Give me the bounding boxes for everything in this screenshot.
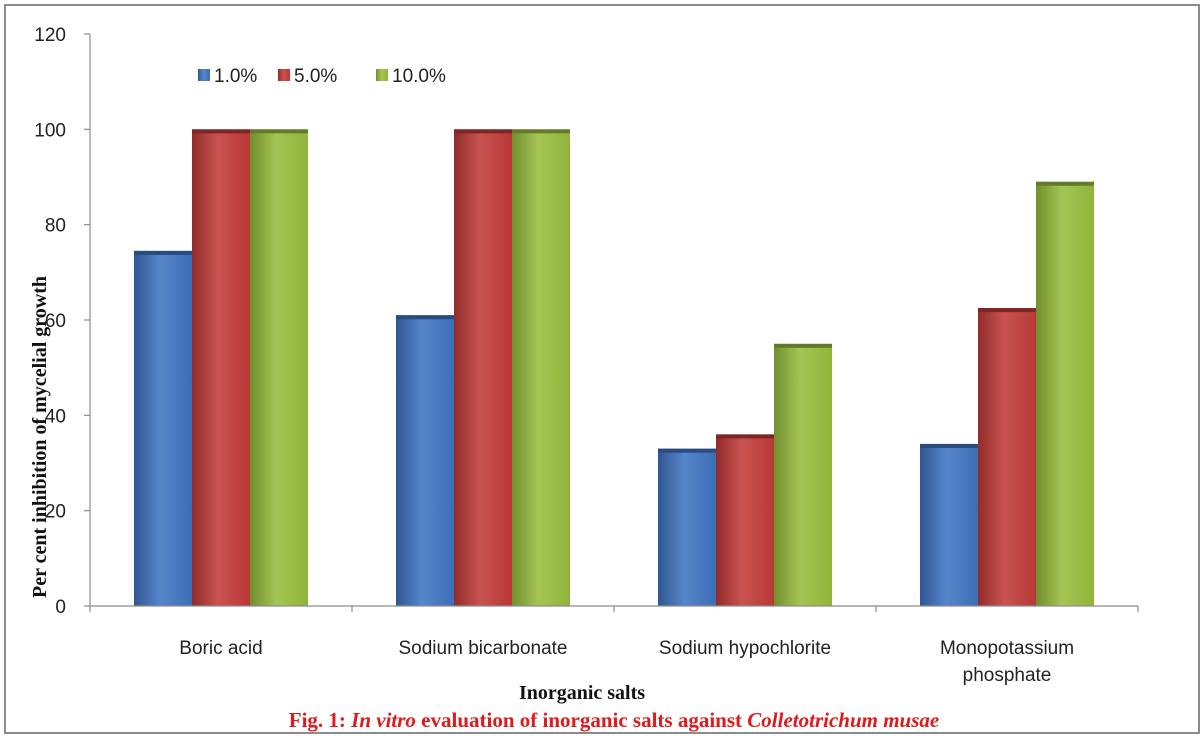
bar (134, 250, 192, 606)
x-tick-label: Sodium hypochlorite (659, 638, 831, 659)
caption-prefix: Fig. 1: (289, 708, 351, 732)
bar (658, 448, 716, 606)
legend-swatch (278, 69, 290, 81)
bar (396, 315, 454, 606)
x-tick-label: Boric acid (179, 638, 262, 659)
x-tick-label: Monopotassium phosphate (940, 638, 1074, 686)
y-tick-label: 20 (45, 502, 66, 523)
x-axis: Boric acid Sodium bicarbonate Sodium hypoc… (89, 605, 1139, 686)
x-axis-title: Inorganic salts (519, 682, 645, 704)
legend-label: 5.0% (294, 66, 337, 87)
bar (774, 343, 832, 606)
y-tick-label: 40 (45, 406, 66, 427)
legend-swatch (376, 69, 388, 81)
y-tick-label: 80 (45, 216, 66, 237)
bar (512, 129, 570, 607)
y-tick-label: 60 (45, 311, 66, 332)
bar (192, 129, 250, 607)
caption-middle: evaluation of inorganic salts against (416, 708, 747, 732)
bar (978, 308, 1036, 606)
caption-italic-organism: Colletotrichum musae (747, 708, 939, 732)
bar (250, 129, 308, 607)
bar (920, 443, 978, 606)
legend-item: 5.0% (278, 66, 337, 87)
y-axis: 0 20 40 60 80 100 120 (34, 25, 91, 618)
legend-label: 10.0% (392, 66, 446, 87)
legend: 1.0% 5.0% 10.0% (198, 66, 446, 87)
bars (134, 129, 1094, 607)
bar (454, 129, 512, 607)
caption-italic-in-vitro: In vitro (350, 708, 416, 732)
legend-swatch (198, 69, 210, 81)
y-tick-label: 120 (34, 25, 66, 46)
bar (1036, 181, 1094, 606)
y-tick-label: 100 (34, 120, 66, 141)
legend-label: 1.0% (214, 66, 257, 87)
legend-item: 10.0% (376, 66, 446, 87)
y-tick-label: 0 (55, 597, 66, 618)
x-tick-label: Sodium bicarbonate (399, 638, 568, 659)
y-axis-title: Per cent inhibition of mycelial growth (29, 276, 51, 598)
figure-caption: Fig. 1: In vitro evaluation of inorganic… (289, 708, 939, 732)
legend-item: 1.0% (198, 66, 257, 87)
bar (716, 434, 774, 606)
